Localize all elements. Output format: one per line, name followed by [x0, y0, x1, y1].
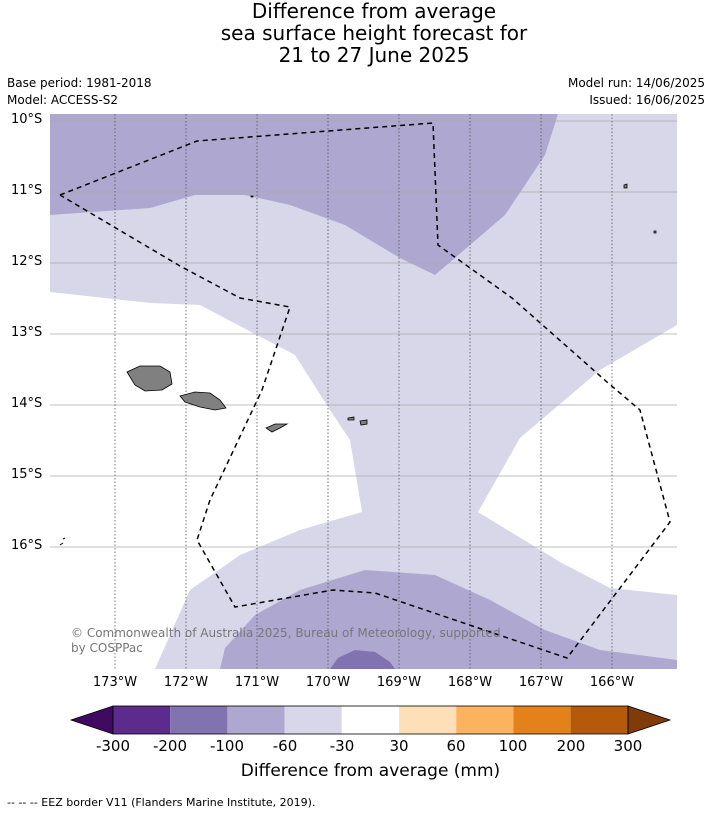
anomaly-region-minus100-minus60-north	[50, 114, 558, 275]
colorbar-segment-1	[113, 706, 171, 734]
colorbar-extend-high	[627, 705, 672, 735]
model-run: Model run: 14/06/2025	[567, 76, 705, 90]
colorbar-tick-label: -30	[329, 737, 355, 755]
island-ofu	[347, 416, 355, 421]
lon-label-173w: 173°W	[92, 675, 138, 690]
copyright-line-1: © Commonwealth of Australia 2025, Bureau…	[71, 626, 501, 640]
title-line-3: 21 to 27 June 2025	[278, 43, 470, 67]
meta-left: Base period: 1981-2018 Model: ACCESS-S2	[7, 75, 152, 109]
colorbar-tick-label: 30	[389, 737, 409, 755]
island-upolu	[179, 391, 227, 411]
lon-label-166w: 166°W	[589, 675, 635, 690]
colorbar-segment-3	[227, 706, 285, 734]
eez-border	[59, 122, 671, 659]
colorbar-tick-label: -60	[272, 737, 298, 755]
lat-label-16s: 16°S	[11, 538, 43, 553]
colorbar-segment-7	[456, 706, 514, 734]
island-tick-marks	[59, 537, 66, 546]
chart-title: Difference from average sea surface heig…	[0, 0, 713, 66]
colorbar-tick-label: 300	[613, 737, 643, 755]
meta-right: Model run: 14/06/2025 Issued: 16/06/2025	[568, 75, 705, 109]
lon-label-167w: 167°W	[518, 675, 564, 690]
copyright-notice: © Commonwealth of Australia 2025, Bureau…	[71, 626, 501, 656]
eez-legend-footer: -- -- -- EEZ border V11 (Flanders Marine…	[7, 796, 316, 809]
colorbar-segment-4	[284, 706, 342, 734]
title-line-1: Difference from average	[251, 0, 497, 23]
colorbar	[69, 705, 672, 735]
colorbar-segment-2	[170, 706, 228, 734]
issued-date: Issued: 16/06/2025	[589, 93, 705, 107]
anomaly-region-minus60-minus30	[50, 114, 677, 669]
latitude-gridlines	[50, 120, 677, 548]
lon-label-171w: 171°W	[234, 675, 280, 690]
colorbar-tick-label: -100	[209, 737, 245, 755]
colorbar-tick-label: -300	[95, 737, 131, 755]
anomaly-region-minus200-minus100	[330, 650, 395, 669]
island-savaii	[126, 365, 173, 392]
lat-label-12s: 12°S	[11, 254, 43, 269]
lat-label-11s: 11°S	[11, 183, 43, 198]
colorbar-extend-low	[69, 705, 114, 735]
colorbar-frame	[112, 705, 629, 735]
map-area	[50, 114, 677, 669]
island-small-north	[250, 195, 254, 198]
colorbar-tick-label: 200	[556, 737, 586, 755]
island-tutuila	[265, 423, 289, 433]
lon-label-168w: 168°W	[447, 675, 493, 690]
lat-label-14s: 14°S	[11, 396, 43, 411]
colorbar-tick-label: 60	[446, 737, 466, 755]
colorbar-segment-5	[341, 706, 399, 734]
lon-label-172w: 172°W	[163, 675, 209, 690]
lon-label-169w: 169°W	[376, 675, 422, 690]
colorbar-segment-8	[513, 706, 571, 734]
colorbar-segment-9	[570, 706, 628, 734]
land-islands	[126, 183, 657, 433]
island-tau	[359, 419, 368, 426]
lon-label-170w: 170°W	[305, 675, 351, 690]
anomaly-region-minus100-minus60-south	[220, 570, 677, 669]
model-name: Model: ACCESS-S2	[7, 93, 119, 107]
title-line-2: sea surface height forecast for	[220, 21, 528, 45]
longitude-gridlines	[114, 114, 613, 669]
colorbar-tick-label: 100	[498, 737, 528, 755]
island-small-east	[653, 230, 657, 234]
lat-label-15s: 15°S	[11, 467, 43, 482]
island-swains	[623, 183, 628, 189]
copyright-line-2: by COSPPac	[71, 641, 143, 655]
colorbar-title: Difference from average (mm)	[240, 761, 501, 781]
colorbar-segment-6	[399, 706, 457, 734]
lat-label-10s: 10°S	[11, 112, 43, 127]
base-period: Base period: 1981-2018	[7, 76, 152, 90]
colorbar-tick-label: -200	[152, 737, 188, 755]
lat-label-13s: 13°S	[11, 325, 43, 340]
